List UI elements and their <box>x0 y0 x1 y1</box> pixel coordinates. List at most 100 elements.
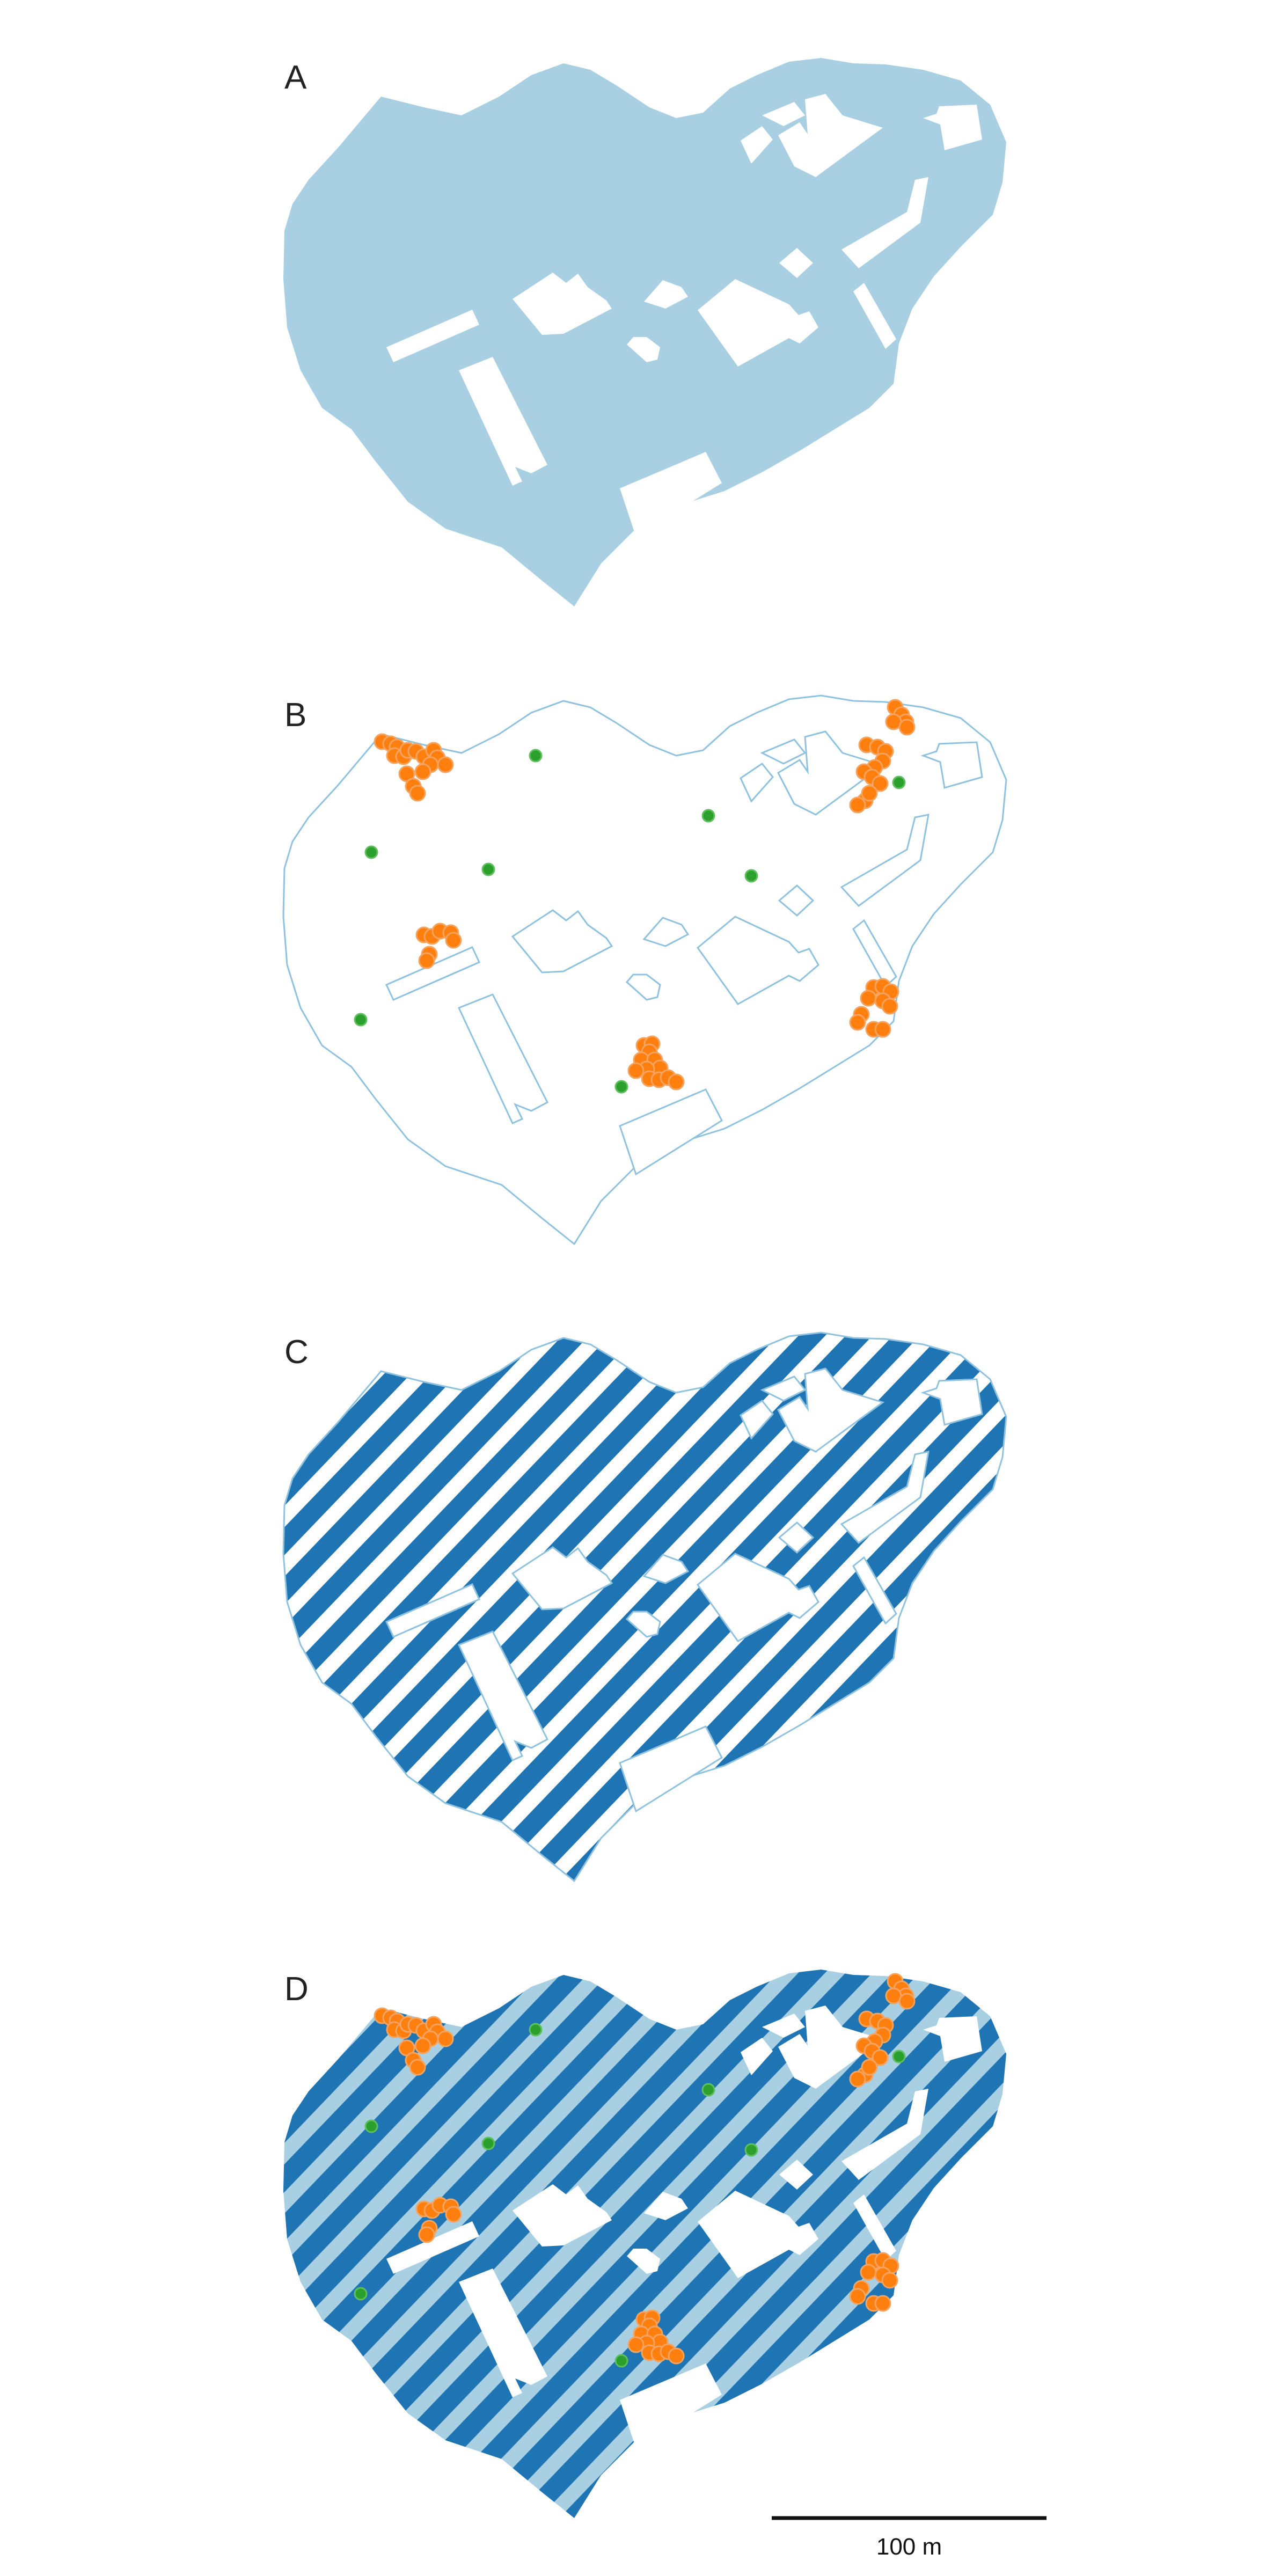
hatch-stripe <box>577 1333 1006 1881</box>
orange-sample-point <box>445 2206 462 2223</box>
building-footprint <box>620 452 722 537</box>
hatch-stripe <box>283 1970 311 2518</box>
orange-sample-point <box>874 2295 891 2312</box>
orange-sample-point <box>418 2226 435 2243</box>
points-layer <box>354 1973 916 2368</box>
hatch-stripe <box>0 1275 209 1919</box>
building-footprint <box>385 946 481 1001</box>
hatch-stripe <box>1103 1275 1288 1919</box>
hatch-stripe <box>0 1912 68 2556</box>
building-footprint <box>511 909 613 974</box>
green-sample-point <box>354 1013 368 1027</box>
building-footprint <box>840 1451 930 1545</box>
hatch-stripe <box>1002 1970 1006 2518</box>
building-footprint <box>698 279 818 367</box>
hatch-stripe <box>283 1333 358 1881</box>
hatch-stripe <box>1198 1912 1288 2556</box>
building-footprint <box>852 1556 897 1625</box>
hatch-stripe <box>0 1912 115 2556</box>
green-sample-point <box>529 749 543 763</box>
panel-d: D <box>0 1912 1288 2556</box>
hatch-stripe <box>388 1333 1006 1881</box>
hatch-stripe <box>283 1333 311 1881</box>
hatch-stripe <box>1245 1275 1288 1919</box>
orange-sample-point <box>872 775 889 792</box>
green-sample-point <box>364 2119 378 2133</box>
orange-sample-point <box>849 2070 866 2088</box>
area-polygon <box>283 58 1006 606</box>
building-footprint <box>741 126 773 164</box>
orange-sample-point <box>627 1062 645 1079</box>
hatch-stripe <box>283 1333 689 1881</box>
building-footprint <box>386 310 479 362</box>
building-footprint <box>923 2016 982 2062</box>
green-sample-point <box>614 2354 628 2368</box>
building-footprint <box>762 102 805 126</box>
panel-label-d: D <box>284 1971 309 2008</box>
building-footprint <box>841 177 928 268</box>
building-footprint <box>698 2191 818 2278</box>
building-footprint <box>853 283 896 349</box>
hatch-stripe <box>1151 1912 1288 2556</box>
hatch-stripe <box>1198 1275 1288 1919</box>
building-footprint <box>459 357 547 486</box>
panel-label-b: B <box>284 697 306 734</box>
building-footprint <box>760 738 807 765</box>
hatch-stripe <box>0 1912 257 2556</box>
orange-sample-point <box>409 2059 426 2076</box>
building-footprint <box>740 1399 774 1440</box>
green-sample-point <box>744 2143 758 2157</box>
orange-sample-point <box>881 2272 898 2289</box>
orange-sample-point <box>849 796 866 814</box>
orange-sample-point <box>849 1014 866 1031</box>
scale-bar: 100 m <box>772 2516 1046 2560</box>
hatch-stripe <box>0 1275 20 1919</box>
orange-sample-point <box>668 2347 685 2365</box>
orange-sample-point <box>860 2264 877 2281</box>
orange-sample-point <box>898 1993 916 2010</box>
panel-label-c: C <box>284 1334 309 1371</box>
hatch-stripe <box>0 1275 115 1919</box>
green-sample-point <box>614 1080 628 1094</box>
panel-a: A <box>283 58 1006 606</box>
orange-sample-point <box>874 1021 891 1038</box>
hatch-stripe <box>1151 1275 1288 1919</box>
orange-sample-point <box>849 2288 866 2305</box>
orange-sample-point <box>881 998 898 1015</box>
building-footprint <box>741 2038 773 2075</box>
hatch-stripe <box>1056 1912 1288 2556</box>
building-footprint <box>625 1611 661 1638</box>
stripe-hatch-layer <box>0 1912 1288 2556</box>
stripe-hatch-layer <box>0 1275 1288 1919</box>
green-sample-point <box>529 2023 543 2037</box>
orange-sample-point <box>445 932 462 949</box>
green-sample-point <box>892 775 906 789</box>
hatch-stripe <box>1056 1275 1288 1919</box>
hatch-stripe <box>283 1970 594 2518</box>
building-footprint <box>457 1630 549 1761</box>
green-sample-point <box>701 2083 715 2097</box>
area-outline <box>282 1331 1007 1883</box>
building-footprint <box>385 1583 481 1638</box>
building-footprint <box>852 919 897 988</box>
building-footprint <box>642 917 690 947</box>
green-sample-point <box>481 862 495 876</box>
green-sample-point <box>701 809 715 823</box>
hatch-stripe <box>0 1275 162 1919</box>
orange-sample-point <box>668 1073 685 1091</box>
green-sample-point <box>364 845 378 859</box>
hatch-stripe <box>283 1333 500 1881</box>
orange-sample-point <box>414 2037 431 2054</box>
building-footprint <box>627 2249 660 2274</box>
orange-sample-point <box>409 785 426 802</box>
orange-sample-point <box>418 952 435 969</box>
panel-c: C <box>0 1275 1288 1919</box>
orange-sample-point <box>872 2049 889 2066</box>
green-sample-point <box>481 2136 495 2150</box>
building-footprint <box>740 762 774 803</box>
hatch-stripe <box>0 1275 257 1919</box>
orange-sample-point <box>861 785 878 802</box>
hatch-stripe <box>283 1970 641 2518</box>
building-footprint <box>619 1725 723 1813</box>
